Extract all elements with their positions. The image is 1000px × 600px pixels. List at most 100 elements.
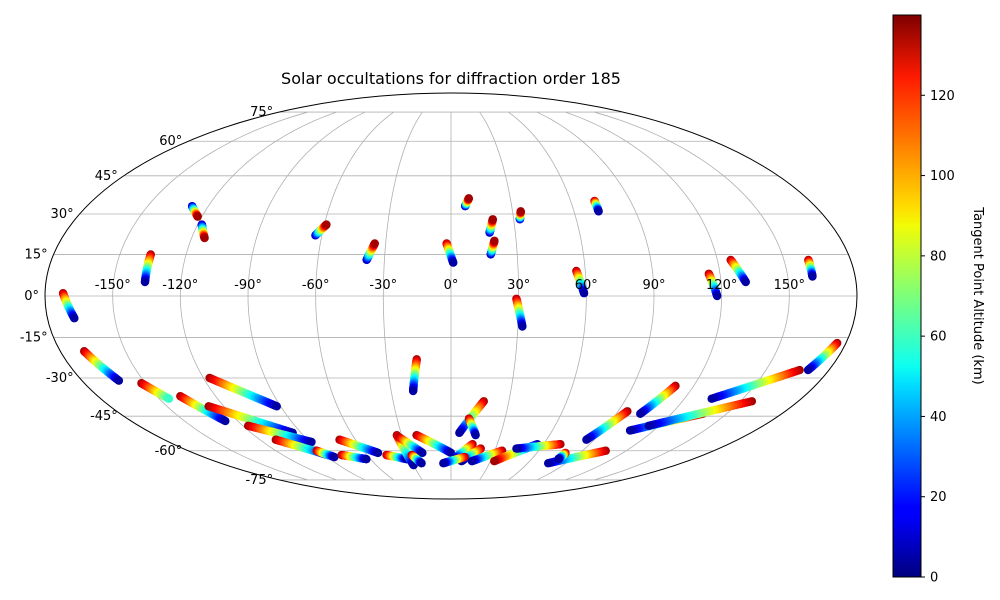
latitude-tick-label: 60° — [159, 134, 182, 149]
longitude-tick-label: -60° — [302, 278, 330, 293]
colorbar-tick-label: 0 — [930, 571, 938, 586]
track-point — [803, 365, 813, 375]
track-point — [464, 194, 473, 203]
latitude-tick-label: 15° — [25, 247, 48, 262]
occultation-track — [803, 338, 842, 375]
colorbar-tick-label: 100 — [930, 169, 955, 184]
occultation-track — [58, 289, 79, 323]
occultation-track — [512, 440, 565, 453]
occultation-track — [707, 365, 804, 403]
latitude-tick-label: -75° — [245, 473, 273, 488]
occultation-track — [79, 347, 124, 385]
track-point — [488, 215, 497, 224]
longitude-tick-label: 120° — [706, 278, 737, 293]
occultation-track — [395, 433, 427, 458]
occultation-track — [582, 407, 632, 444]
occultation-tracks — [58, 194, 842, 470]
occultation-track — [197, 220, 209, 243]
latitude-tick-label: 45° — [95, 169, 118, 184]
track-point — [707, 394, 716, 403]
occultation-track — [590, 196, 603, 216]
longitude-tick-label: 0° — [444, 278, 459, 293]
occultation-track — [362, 239, 379, 265]
track-point — [518, 322, 527, 331]
colorbar-label: Tangent Point Altitude (km) — [970, 206, 985, 384]
longitude-gridline — [315, 111, 394, 481]
occultation-track — [644, 397, 757, 431]
longitude-tick-label: 30° — [507, 278, 530, 293]
track-point — [272, 402, 281, 411]
occultation-track — [804, 255, 817, 281]
longitude-gridline — [112, 111, 308, 481]
longitude-tick-label: -150° — [95, 278, 131, 293]
occultation-track — [486, 236, 499, 259]
occultation-track — [485, 215, 497, 237]
track-point — [449, 258, 458, 267]
longitude-gridline — [247, 111, 366, 481]
track-point — [373, 448, 383, 458]
track-point — [490, 236, 499, 245]
occultation-track — [636, 381, 680, 418]
colorbar-tick-label: 40 — [930, 410, 947, 425]
track-point — [221, 416, 230, 426]
occultation-track — [412, 430, 456, 458]
track-point — [543, 459, 553, 468]
track-point — [200, 233, 209, 243]
track-point — [417, 459, 426, 468]
occultation-track — [726, 255, 750, 287]
map-outline — [44, 92, 858, 500]
track-point — [625, 426, 635, 435]
track-point — [594, 207, 603, 216]
track-point — [370, 239, 379, 248]
occultation-track — [205, 373, 281, 411]
latitude-tick-labels: 75° 60° 45° 30° 15° 0° -15° -30° -45° -60° -75° — [20, 105, 273, 488]
occultation-track — [335, 435, 383, 458]
chart-title: Solar occultations for diffraction order… — [281, 69, 621, 88]
track-point — [512, 444, 521, 453]
track-point — [418, 448, 427, 458]
track-point — [467, 457, 477, 466]
occultation-track — [464, 414, 480, 440]
track-point — [408, 386, 418, 396]
track-point — [114, 376, 124, 385]
occultation-track — [187, 201, 202, 221]
occultation-track — [408, 355, 421, 396]
colorbar-tick-label: 20 — [930, 490, 947, 505]
colorbar-tick-label: 80 — [930, 249, 947, 264]
occultation-track — [311, 220, 331, 240]
occultation-track — [460, 194, 473, 211]
occultation-track — [515, 207, 525, 224]
latitude-tick-label: -60° — [155, 444, 183, 459]
occultation-track — [554, 448, 570, 464]
track-point — [516, 207, 525, 216]
track-point — [140, 277, 150, 287]
occultation-track — [243, 421, 316, 447]
track-point — [712, 291, 722, 301]
track-point — [330, 452, 339, 462]
graticule — [45, 111, 857, 481]
track-point — [471, 430, 480, 440]
track-point — [808, 272, 817, 281]
track-point — [322, 220, 331, 229]
track-point — [439, 459, 448, 468]
track-point — [490, 457, 499, 466]
occultation-track — [312, 446, 339, 462]
track-point — [636, 409, 645, 418]
occultation-track — [439, 452, 469, 468]
track-point — [455, 428, 464, 438]
occultation-track — [512, 294, 527, 331]
track-point — [164, 394, 174, 403]
track-point — [70, 314, 79, 323]
track-point — [579, 289, 589, 298]
latitude-tick-label: 75° — [250, 105, 273, 120]
track-point — [193, 212, 202, 221]
occultation-track — [442, 239, 458, 267]
longitude-gridline — [594, 111, 790, 481]
track-point — [362, 454, 371, 464]
longitude-tick-label: -30° — [369, 278, 397, 293]
track-point — [582, 435, 591, 444]
track-point — [741, 277, 750, 287]
longitude-tick-label: 90° — [642, 278, 665, 293]
occultation-track — [572, 266, 589, 298]
